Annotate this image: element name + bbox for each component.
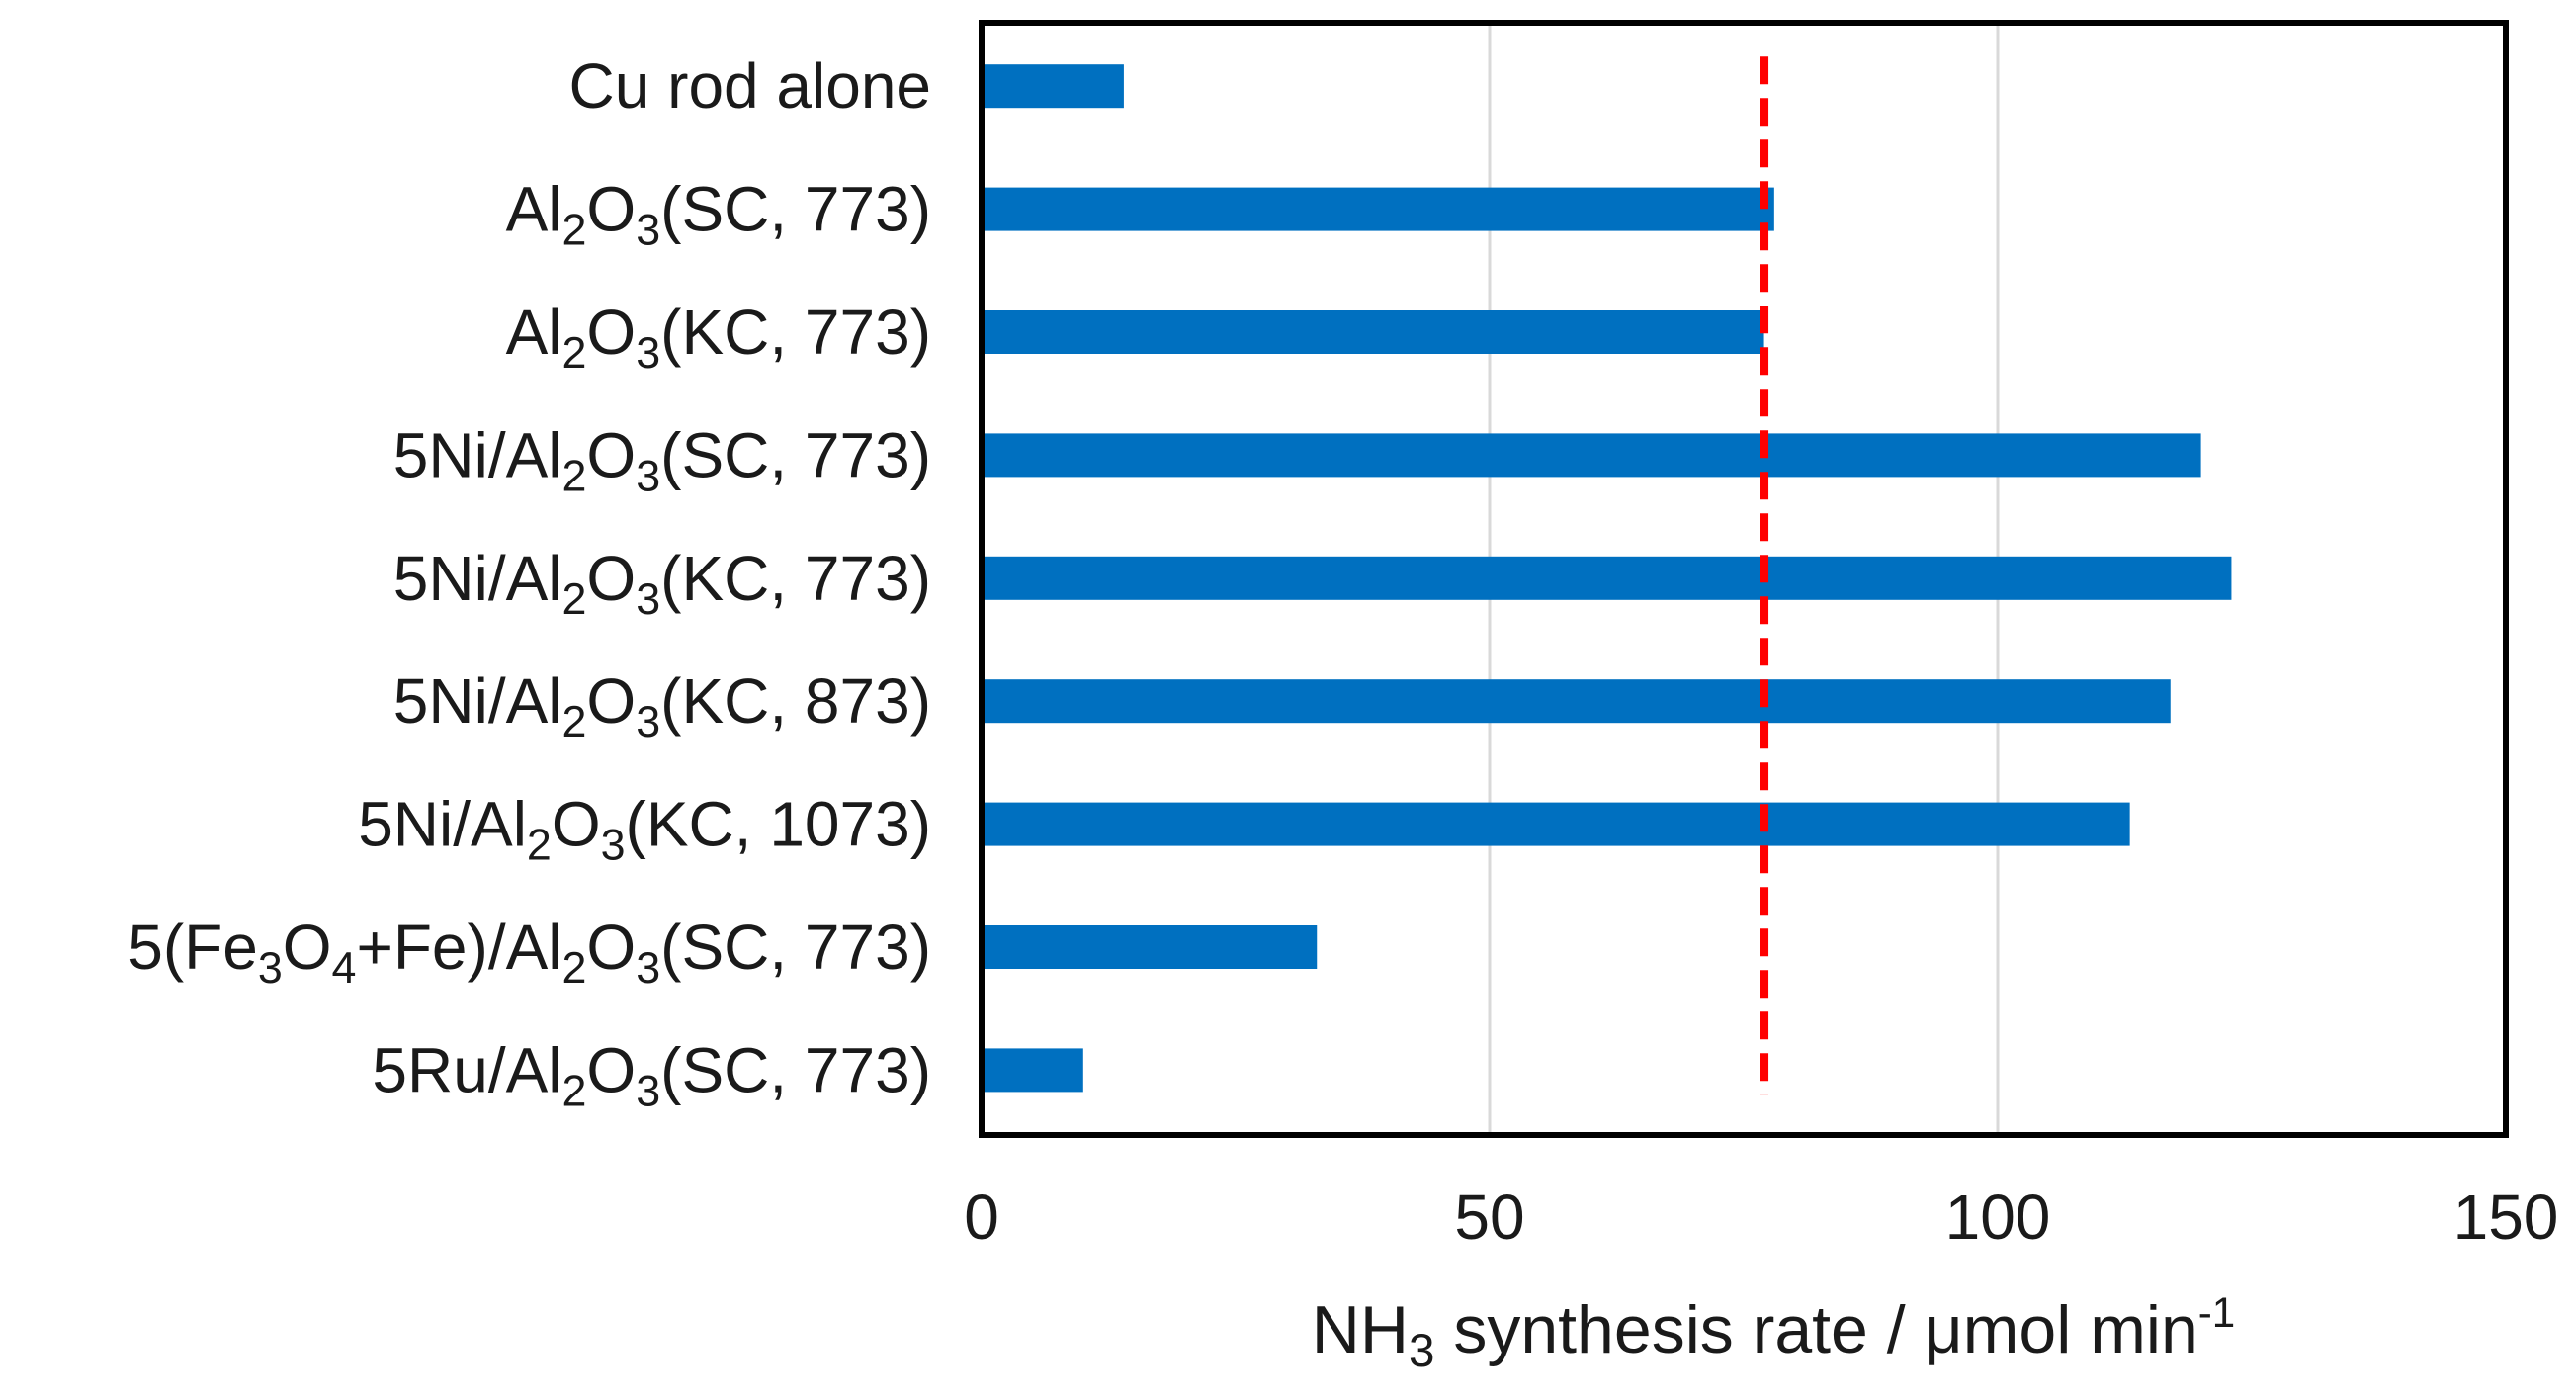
- category-label-6: 5Ni/Al2O3(KC, 873): [393, 665, 931, 746]
- bar-2: [982, 187, 1774, 231]
- x-tick-label-0: 0: [964, 1181, 999, 1253]
- x-tick-label-150: 150: [2453, 1181, 2559, 1253]
- axis-titles: NH3 synthesis rate / μmol min-1: [1312, 1289, 2236, 1377]
- x-tick-label-100: 100: [1945, 1181, 2051, 1253]
- bar-3: [982, 310, 1764, 354]
- bar-6: [982, 679, 2171, 724]
- bar-5: [982, 556, 2232, 600]
- category-label-9: 5Ru/Al2O3(SC, 773): [372, 1034, 931, 1115]
- category-label-8: 5(Fe3O4+Fe)/Al2O3(SC, 773): [128, 912, 931, 993]
- category-label-2: Al2O3(SC, 773): [506, 174, 931, 255]
- plot-frame-group: [979, 20, 2509, 1138]
- bars: [982, 64, 2232, 1093]
- category-labels: Cu rod alone Al2O3(SC, 773) Al2O3(KC, 773)…: [128, 50, 931, 1115]
- plot-frame: [979, 20, 2509, 1138]
- bar-1: [982, 64, 1124, 109]
- category-label-7: 5Ni/Al2O3(KC, 1073): [358, 789, 931, 870]
- x-axis-title: NH3 synthesis rate / μmol min-1: [1312, 1289, 2236, 1377]
- category-label-3: Al2O3(KC, 773): [506, 297, 931, 378]
- bar-7: [982, 802, 2130, 846]
- bar-4: [982, 433, 2201, 478]
- x-tick-labels: 0 50 100 150: [964, 1181, 2558, 1253]
- bar-8: [982, 925, 1318, 969]
- category-label-5: 5Ni/Al2O3(KC, 773): [393, 543, 931, 624]
- category-label-1: Cu rod alone: [569, 50, 931, 122]
- bar-9: [982, 1048, 1083, 1093]
- x-tick-label-50: 50: [1454, 1181, 1524, 1253]
- category-label-4: 5Ni/Al2O3(SC, 773): [393, 419, 931, 500]
